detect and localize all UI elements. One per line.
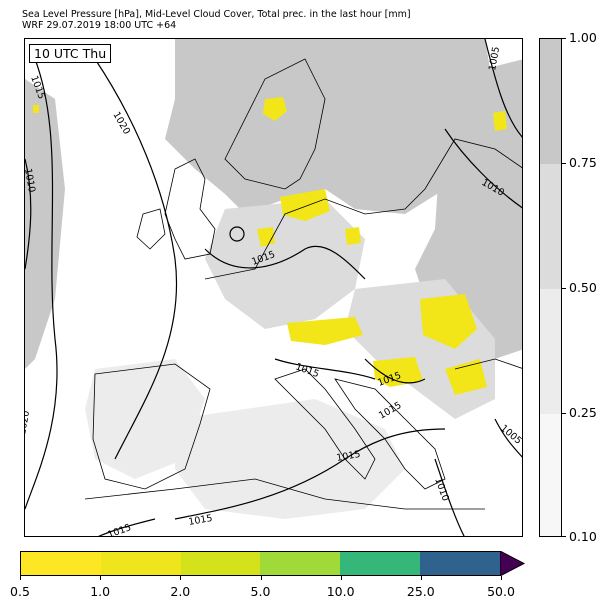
cloud-area-iberia bbox=[85, 359, 205, 479]
precip-denmark bbox=[280, 189, 330, 221]
precip-east bbox=[493, 111, 507, 131]
isobar-label: 1015 bbox=[106, 522, 132, 537]
precip-label: 0.5 bbox=[10, 584, 30, 599]
isobar-label: 1010 bbox=[432, 476, 451, 502]
map-canvas: 1015 1020 1010 1015 1005 1010 1015 1015 … bbox=[25, 39, 522, 537]
cloud-cover-label: 0.25 bbox=[569, 405, 597, 420]
precip-poland bbox=[345, 227, 361, 245]
cloud-cover-label: 0.10 bbox=[569, 529, 597, 544]
precip-balkans bbox=[373, 357, 423, 387]
precip-tick bbox=[260, 576, 262, 580]
precip-extension-triangle bbox=[500, 551, 526, 576]
isobar-1015-west bbox=[25, 58, 58, 510]
precip-tick bbox=[100, 576, 102, 580]
precip-label: 2.0 bbox=[170, 584, 191, 599]
cloud-area-central bbox=[205, 199, 365, 329]
isobar-label: 1015 bbox=[188, 513, 214, 528]
coast-iberia bbox=[92, 363, 211, 490]
isobar-1015-sw bbox=[98, 518, 156, 536]
cloud-cover-segment-4 bbox=[540, 414, 561, 536]
cloud-cover-segment-1 bbox=[540, 39, 561, 164]
coast-britain bbox=[164, 158, 216, 260]
precip-colorbar-extension bbox=[500, 551, 526, 576]
isobar-label: 1015 bbox=[336, 449, 362, 464]
cloud-area-north bbox=[165, 39, 495, 214]
precip-alps bbox=[287, 317, 363, 345]
cloud-area-northwest bbox=[25, 79, 65, 369]
isobar-1010-west bbox=[25, 158, 32, 270]
cloud-cover-tick bbox=[562, 288, 566, 289]
precip-label: 5.0 bbox=[250, 584, 271, 599]
precip-tick bbox=[340, 576, 342, 580]
cloud-cover-tick bbox=[562, 163, 566, 164]
isobar-label: 1005 bbox=[487, 46, 502, 72]
coast-scandinavia bbox=[224, 58, 326, 190]
cloud-cover-label: 1.00 bbox=[569, 30, 597, 45]
precip-carpathians bbox=[420, 294, 477, 349]
coast-north-africa bbox=[84, 478, 485, 510]
time-label: 10 UTC Thu bbox=[29, 44, 112, 63]
precip-tick bbox=[501, 576, 502, 580]
precip-label: 25.0 bbox=[406, 584, 435, 599]
cloud-cover-tick bbox=[562, 536, 566, 537]
isobar-1005-se bbox=[494, 418, 522, 458]
weather-map: 1015 1020 1010 1015 1005 1010 1015 1015 … bbox=[24, 38, 523, 537]
isobar-1010-ne bbox=[444, 128, 522, 209]
cloud-cover-label: 0.75 bbox=[569, 155, 597, 170]
chart-subtitle: WRF 29.07.2019 18:00 UTC +64 bbox=[22, 20, 177, 31]
precip-segment bbox=[21, 552, 101, 575]
isobar-label: 1020 bbox=[110, 110, 132, 136]
precip-tick bbox=[180, 576, 182, 580]
precip-segment bbox=[420, 552, 500, 575]
precip-segment bbox=[100, 552, 181, 575]
precip-west bbox=[33, 105, 39, 113]
isobar-label: 1010 bbox=[25, 168, 37, 194]
cloud-area-south bbox=[175, 399, 405, 519]
isobar-low-ring bbox=[229, 226, 245, 242]
precip-black-sea bbox=[445, 359, 487, 395]
coast-continent bbox=[204, 138, 522, 280]
coast-balkans bbox=[334, 378, 446, 490]
isobar-1015-central bbox=[204, 245, 366, 280]
cloud-cover-tick bbox=[562, 413, 566, 414]
precip-label: 10.0 bbox=[326, 584, 355, 599]
isobar-1015-south bbox=[174, 428, 446, 520]
isobar-1005-ne bbox=[484, 39, 522, 138]
isobars bbox=[25, 39, 522, 536]
precip-segment bbox=[180, 552, 261, 575]
precip-germany bbox=[257, 227, 275, 247]
cloud-cover-layer bbox=[25, 39, 522, 519]
coast-italy bbox=[274, 368, 376, 480]
precip-tick bbox=[20, 576, 21, 580]
precip-label: 50.0 bbox=[487, 584, 515, 599]
precip-tick bbox=[420, 576, 422, 580]
isobar-1010-se bbox=[434, 458, 465, 536]
precip-scandinavia bbox=[263, 97, 287, 121]
isobar-label: 1015 bbox=[294, 361, 320, 380]
isobar-label: 1020 bbox=[25, 410, 32, 436]
coast-black-sea bbox=[454, 358, 522, 370]
isobar-label: 1015 bbox=[377, 400, 403, 422]
precip-label: 1.0 bbox=[90, 584, 111, 599]
precip-segment bbox=[260, 552, 341, 575]
precip-segment bbox=[340, 552, 421, 575]
cloud-cover-segment-2 bbox=[540, 164, 561, 289]
coastlines bbox=[84, 58, 522, 510]
precip-layer bbox=[33, 97, 507, 395]
chart-title: Sea Level Pressure [hPa], Mid-Level Clou… bbox=[22, 9, 411, 20]
cloud-cover-tick bbox=[562, 38, 566, 39]
coast-ireland bbox=[136, 208, 166, 250]
isobar-1020-west bbox=[94, 58, 178, 460]
cloud-cover-label: 0.50 bbox=[569, 280, 597, 295]
isobar-1015-balkans bbox=[364, 358, 426, 384]
isobar-1015-alps bbox=[274, 358, 376, 380]
cloud-cover-segment-3 bbox=[540, 289, 561, 414]
precip-colorbar bbox=[20, 551, 501, 576]
cloud-cover-colorbar bbox=[539, 38, 562, 537]
